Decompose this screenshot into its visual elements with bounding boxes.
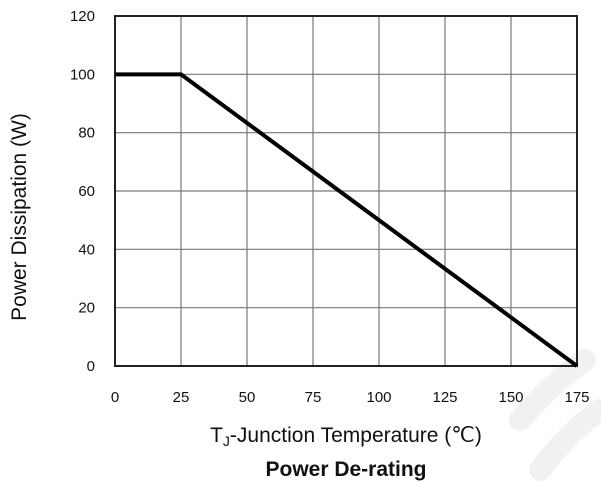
y-tick-label: 20 xyxy=(78,300,95,317)
watermark-mark xyxy=(509,349,601,481)
x-tick-label: 150 xyxy=(498,389,523,406)
y-tick-label: 120 xyxy=(70,8,95,25)
y-tick-label: 0 xyxy=(87,358,95,375)
series-line xyxy=(115,72,579,368)
chart-title: Power De-rating xyxy=(265,458,426,481)
x-tick-label: 125 xyxy=(432,389,457,406)
y-tick-labels: 0 20 40 60 80 100 120 xyxy=(70,8,95,375)
x-tick-label: 175 xyxy=(564,389,589,406)
x-tick-label: 50 xyxy=(239,389,256,406)
y-axis-label: Power Dissipation (W) xyxy=(8,113,31,321)
y-tick-label: 60 xyxy=(78,183,95,200)
y-tick-label: 40 xyxy=(78,241,95,258)
plot-frame xyxy=(114,15,578,367)
y-tick-label: 100 xyxy=(70,66,95,83)
x-axis-label: TJ-Junction Temperature (℃) xyxy=(210,424,482,449)
x-tick-label: 25 xyxy=(173,389,190,406)
x-tick-label: 100 xyxy=(366,389,391,406)
x-tick-label: 75 xyxy=(305,389,322,406)
x-tick-labels: 0 25 50 75 100 125 150 175 xyxy=(111,389,590,406)
series-group xyxy=(114,72,579,368)
y-tick-label: 80 xyxy=(78,125,95,142)
grid xyxy=(114,15,578,367)
x-tick-label: 0 xyxy=(111,389,119,406)
